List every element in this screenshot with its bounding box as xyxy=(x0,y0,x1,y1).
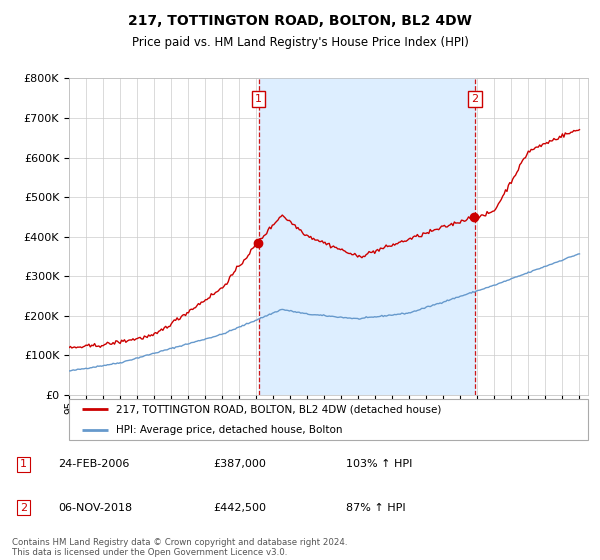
Text: 217, TOTTINGTON ROAD, BOLTON, BL2 4DW (detached house): 217, TOTTINGTON ROAD, BOLTON, BL2 4DW (d… xyxy=(116,404,441,414)
Text: 103% ↑ HPI: 103% ↑ HPI xyxy=(346,459,412,469)
Text: 217, TOTTINGTON ROAD, BOLTON, BL2 4DW: 217, TOTTINGTON ROAD, BOLTON, BL2 4DW xyxy=(128,14,472,28)
Text: 1: 1 xyxy=(20,459,27,469)
Text: 06-NOV-2018: 06-NOV-2018 xyxy=(58,503,132,513)
FancyBboxPatch shape xyxy=(69,399,588,440)
Text: Price paid vs. HM Land Registry's House Price Index (HPI): Price paid vs. HM Land Registry's House … xyxy=(131,36,469,49)
Text: £387,000: £387,000 xyxy=(214,459,266,469)
Text: 1: 1 xyxy=(255,94,262,104)
Text: £442,500: £442,500 xyxy=(214,503,266,513)
Text: 2: 2 xyxy=(471,94,478,104)
Text: Contains HM Land Registry data © Crown copyright and database right 2024.
This d: Contains HM Land Registry data © Crown c… xyxy=(12,538,347,557)
Text: HPI: Average price, detached house, Bolton: HPI: Average price, detached house, Bolt… xyxy=(116,424,342,435)
Text: 87% ↑ HPI: 87% ↑ HPI xyxy=(346,503,406,513)
Bar xyxy=(259,78,475,395)
Text: 24-FEB-2006: 24-FEB-2006 xyxy=(58,459,130,469)
Text: 2: 2 xyxy=(20,503,27,513)
